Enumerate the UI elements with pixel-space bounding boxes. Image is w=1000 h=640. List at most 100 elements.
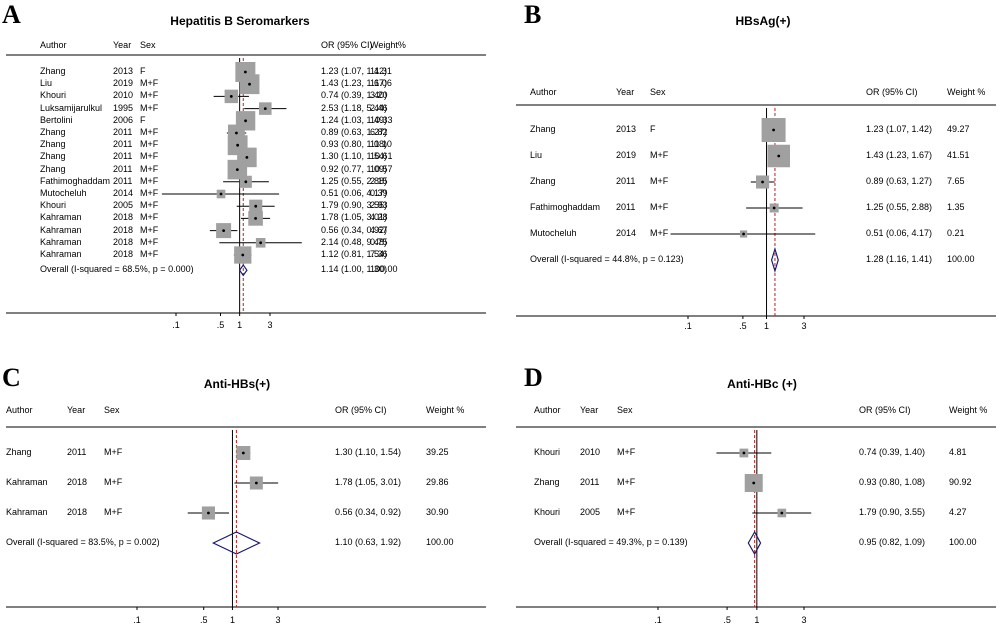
x-tick-label: .1 [654, 615, 662, 625]
overall-diamond [770, 247, 779, 273]
column-header-year: Year [67, 405, 86, 415]
study-point-estimate [229, 95, 233, 98]
column-header-weight: Weight % [947, 87, 986, 97]
study-weight: 39.25 [426, 447, 449, 457]
study-weight: 11.10 [370, 139, 392, 150]
study-weight: 49.27 [947, 124, 970, 134]
x-tick-label: .5 [739, 321, 747, 331]
overall-weight: 100.00 [426, 537, 454, 547]
study-author: Khouri [534, 447, 561, 457]
study-or-ci: 0.89 (0.63, 1.27) [321, 127, 388, 137]
study-year: 2018 [113, 236, 134, 247]
x-tick-label: 1 [237, 320, 243, 330]
forest-panel-c: C Anti-HBs(+) Author Year Sex OR (95% CI) Weig… [0, 365, 490, 640]
x-tick-label: 3 [275, 615, 281, 625]
study-weight: 7.65 [947, 176, 965, 186]
study-point-estimate [245, 156, 249, 159]
study-or-ci: 1.79 (0.90, 3.55) [321, 200, 388, 211]
x-tick-label: .1 [133, 615, 141, 625]
study-sex: M+F [140, 151, 159, 162]
study-point-estimate [222, 229, 226, 233]
study-author: Zhang [530, 124, 556, 134]
overall-or-ci: 1.10 (0.63, 1.92) [335, 537, 402, 547]
column-header-or: OR (95% CI) [321, 40, 373, 50]
study-weight: 4.28 [370, 212, 388, 223]
study-weight: 0.21 [947, 228, 965, 238]
study-year: 2011 [113, 175, 133, 186]
study-or-ci: 1.78 (1.05, 3.01) [335, 477, 402, 487]
study-point-estimate [241, 451, 245, 455]
study-author: Luksamijarulkul [40, 102, 103, 113]
study-author: Liu [40, 78, 53, 89]
study-or-ci: 1.12 (0.81, 1.54) [321, 249, 388, 259]
column-header-or: OR (95% CI) [335, 405, 387, 415]
study-or-ci: 1.23 (1.07, 1.42) [321, 66, 388, 76]
study-sex: M+F [140, 188, 159, 198]
study-point-estimate [219, 192, 223, 196]
overall-diamond [238, 264, 248, 277]
study-point-estimate [772, 206, 776, 210]
study-author: Mutocheluh [530, 228, 577, 238]
x-tick-label: .5 [723, 615, 731, 625]
study-or-ci: 2.53 (1.18, 5.44) [321, 102, 388, 113]
study-weight: 0.75 [370, 236, 388, 247]
study-or-ci: 0.93 (0.80, 1.08) [321, 139, 388, 150]
panel-title: Hepatitis B Seromarkers [170, 14, 310, 28]
study-weight: 3.20 [370, 90, 388, 101]
study-sex: M+F [140, 78, 159, 89]
study-weight: 2.15 [370, 175, 388, 186]
x-tick-label: .1 [684, 321, 692, 331]
study-year: 2011 [113, 139, 133, 150]
study-year: 2018 [67, 477, 88, 487]
study-sex: M+F [617, 447, 636, 457]
study-or-ci: 1.25 (0.55, 2.88) [866, 202, 933, 212]
study-sex: M+F [617, 477, 636, 487]
study-year: 2014 [616, 228, 637, 238]
column-header-year: Year [616, 87, 635, 97]
study-year: 1995 [113, 102, 134, 113]
overall-diamond [211, 531, 261, 555]
forest-panel-a: A Hepatitis B Seromarkers Author Year Sex OR … [0, 0, 490, 330]
x-tick-label: .1 [172, 320, 180, 330]
study-or-ci: 1.30 (1.10, 1.54) [321, 151, 388, 162]
study-year: 2005 [113, 200, 134, 211]
study-author: Khouri [40, 90, 67, 101]
study-author: Khouri [40, 200, 67, 211]
study-sex: M+F [650, 176, 669, 186]
study-author: Zhang [40, 66, 66, 76]
study-point-estimate [780, 511, 784, 515]
overall-label: Overall (I-squared = 44.8%, p = 0.123) [530, 254, 684, 264]
overall-label: Overall (I-squared = 49.3%, p = 0.139) [534, 537, 688, 547]
forest-panel-d: D Anti-HBc (+) Author Year Sex OR (95% CI) Wei… [510, 365, 1000, 640]
study-author: Kahraman [40, 212, 82, 223]
x-tick-label: .5 [216, 320, 225, 330]
column-header-sex: Sex [617, 405, 633, 415]
study-weight: 4.27 [949, 507, 967, 517]
study-weight: 1.35 [947, 202, 965, 212]
study-point-estimate [244, 180, 248, 184]
column-header-weight: Weight % [949, 405, 988, 415]
study-or-ci: 1.43 (1.23, 1.67) [866, 150, 933, 160]
study-year: 2006 [113, 114, 134, 125]
study-point-estimate [761, 180, 764, 184]
overall-or-ci: 0.95 (0.82, 1.09) [859, 537, 926, 547]
study-weight: 30.90 [426, 507, 449, 517]
study-or-ci: 0.51 (0.06, 4.17) [321, 188, 388, 198]
study-sex: F [650, 124, 656, 134]
overall-diamond [747, 530, 762, 556]
study-author: Fathimoghaddam [40, 175, 111, 186]
study-point-estimate [263, 107, 267, 110]
study-sex: M+F [140, 249, 159, 259]
x-tick-label: .5 [199, 615, 208, 625]
study-or-ci: 0.56 (0.34, 0.92) [321, 224, 388, 235]
study-sex: M+F [140, 163, 159, 174]
study-point-estimate [772, 128, 775, 132]
study-sex: M+F [104, 447, 123, 457]
study-weight: 41.51 [947, 150, 970, 160]
study-year: 2018 [113, 249, 134, 259]
study-year: 2019 [616, 150, 637, 160]
study-author: Zhang [534, 477, 560, 487]
study-author: Zhang [6, 447, 32, 457]
overall-or-ci: 1.28 (1.16, 1.41) [866, 254, 933, 264]
study-author: Khouri [534, 507, 561, 517]
